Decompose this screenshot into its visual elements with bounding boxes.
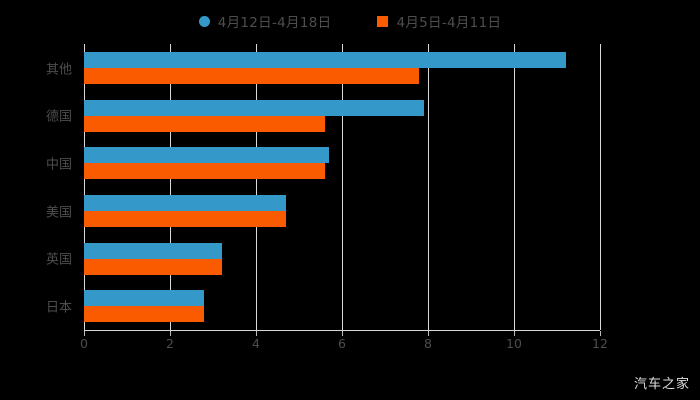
x-tick-mark <box>514 331 515 336</box>
legend-label-series-a: 4月12日-4月18日 <box>217 15 332 31</box>
bar-series-a[interactable] <box>84 52 566 68</box>
bar-series-a[interactable] <box>84 147 330 164</box>
x-gridline <box>600 44 601 330</box>
y-axis-category-label: 美国 <box>45 205 72 221</box>
x-tick-label: 6 <box>338 336 346 351</box>
legend-label-series-b: 4月5日-4月11日 <box>396 15 502 31</box>
x-tick-label: 10 <box>506 336 522 351</box>
x-gridline <box>256 44 257 330</box>
chart-category-row: 其他 <box>46 44 600 92</box>
chart-category-row: 德国 <box>46 92 600 140</box>
y-axis-category-label: 日本 <box>45 300 72 316</box>
bar-series-b[interactable] <box>84 115 325 132</box>
x-gridline <box>428 44 429 330</box>
bar-series-b[interactable] <box>84 163 325 180</box>
legend-swatch-circle-icon <box>198 15 210 27</box>
bar-series-a[interactable] <box>84 242 222 259</box>
y-axis-category-label: 其他 <box>45 62 72 78</box>
x-gridline <box>170 44 171 330</box>
x-tick-label: 8 <box>424 336 432 351</box>
x-gridline <box>84 44 85 330</box>
legend-item-series-b[interactable]: 4月5日-4月11日 <box>377 11 501 31</box>
x-gridline <box>514 44 515 330</box>
x-tick-mark <box>600 331 601 336</box>
watermark: 汽车之家 <box>633 377 690 392</box>
legend-swatch-square-icon <box>377 15 389 27</box>
x-tick-label: 4 <box>252 336 260 351</box>
x-tick-label: 2 <box>166 336 174 351</box>
x-tick-mark <box>84 331 85 336</box>
bar-series-a[interactable] <box>84 290 205 307</box>
chart-category-row: 中国 <box>46 139 600 187</box>
bar-series-a[interactable] <box>84 99 424 116</box>
bar-series-b[interactable] <box>84 211 287 227</box>
chart-category-row: 美国 <box>46 187 600 235</box>
chart-category-row: 英国 <box>46 235 600 283</box>
bar-series-a[interactable] <box>84 195 287 211</box>
x-tick-mark <box>428 331 429 336</box>
chart-category-row: 日本 <box>46 282 600 330</box>
x-tick-label: 12 <box>592 336 608 351</box>
x-tick-mark <box>170 331 171 336</box>
x-tick-mark <box>256 331 257 336</box>
bar-series-b[interactable] <box>84 68 420 84</box>
x-gridline <box>342 44 343 330</box>
x-tick-label: 0 <box>80 336 88 351</box>
legend-item-series-a[interactable]: 4月12日-4月18日 <box>198 11 332 31</box>
chart-legend: 4月12日-4月18日 4月5日-4月11日 <box>0 8 700 34</box>
x-axis-line <box>84 330 600 331</box>
plot-area: 0 2 4 6 8 10 12 其他德国中国美国英国日本 <box>46 44 608 351</box>
bar-series-b[interactable] <box>84 258 222 275</box>
x-tick-mark <box>342 331 343 336</box>
y-axis-category-label: 英国 <box>45 252 72 268</box>
y-axis-category-label: 中国 <box>45 157 72 173</box>
y-axis-category-label: 德国 <box>45 109 72 125</box>
bar-series-b[interactable] <box>84 306 205 323</box>
